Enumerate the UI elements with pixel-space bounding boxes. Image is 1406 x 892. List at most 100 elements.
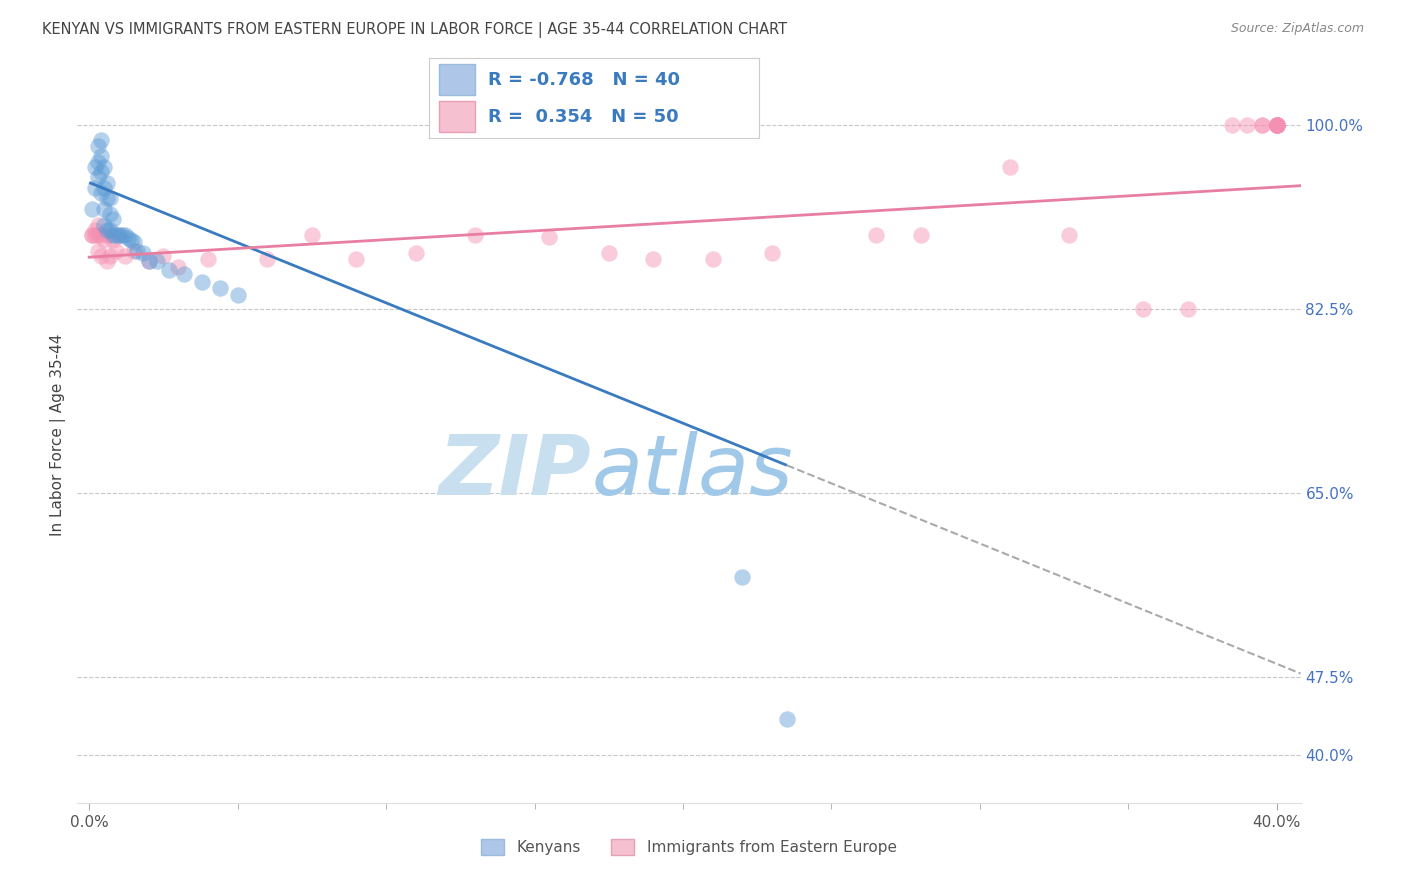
Point — [731, 570, 754, 584]
Point — [90, 228, 112, 243]
Point — [761, 246, 783, 260]
Point — [1265, 118, 1288, 132]
Point — [93, 181, 115, 195]
Point — [1177, 301, 1199, 316]
Point — [598, 246, 620, 260]
Point — [90, 165, 112, 179]
Text: Source: ZipAtlas.com: Source: ZipAtlas.com — [1230, 22, 1364, 36]
Point — [1236, 118, 1258, 132]
Point — [101, 233, 124, 247]
Point — [538, 230, 561, 244]
Point — [84, 223, 107, 237]
Point — [90, 186, 112, 200]
Point — [1265, 118, 1288, 132]
Point — [120, 233, 142, 247]
Point — [865, 228, 887, 243]
Point — [93, 233, 115, 247]
Point — [87, 138, 110, 153]
Point — [84, 181, 107, 195]
Point — [1265, 118, 1288, 132]
Point — [1265, 118, 1288, 132]
Y-axis label: In Labor Force | Age 35-44: In Labor Force | Age 35-44 — [51, 334, 66, 536]
Point — [104, 244, 127, 258]
Point — [101, 228, 124, 243]
Point — [101, 212, 124, 227]
Legend: Kenyans, Immigrants from Eastern Europe: Kenyans, Immigrants from Eastern Europe — [475, 833, 903, 862]
Point — [1132, 301, 1154, 316]
Point — [464, 228, 486, 243]
Point — [111, 228, 134, 243]
Point — [96, 228, 118, 243]
Point — [146, 254, 169, 268]
Point — [87, 228, 110, 243]
Point — [96, 254, 118, 268]
Point — [98, 223, 121, 237]
Point — [108, 228, 131, 243]
Point — [82, 202, 104, 216]
Point — [138, 254, 160, 268]
Point — [1265, 118, 1288, 132]
Point — [256, 252, 278, 267]
Bar — [439, 102, 475, 132]
Point — [1220, 118, 1243, 132]
Point — [1251, 118, 1274, 132]
Point — [114, 228, 136, 243]
Text: R =  0.354   N = 50: R = 0.354 N = 50 — [488, 108, 679, 126]
Point — [87, 154, 110, 169]
Point — [1265, 118, 1288, 132]
Point — [93, 218, 115, 232]
Point — [93, 160, 115, 174]
Point — [98, 228, 121, 243]
Point — [108, 228, 131, 243]
Point — [1057, 228, 1080, 243]
Point — [122, 244, 145, 258]
Point — [405, 246, 427, 260]
Text: KENYAN VS IMMIGRANTS FROM EASTERN EUROPE IN LABOR FORCE | AGE 35-44 CORRELATION : KENYAN VS IMMIGRANTS FROM EASTERN EUROPE… — [42, 22, 787, 38]
Point — [87, 218, 110, 232]
Point — [87, 170, 110, 185]
Point — [82, 228, 104, 243]
Point — [167, 260, 190, 274]
Point — [98, 191, 121, 205]
Point — [84, 228, 107, 243]
Point — [643, 252, 665, 267]
Text: ZIP: ZIP — [439, 431, 591, 512]
Point — [301, 228, 323, 243]
Point — [131, 246, 153, 260]
Text: R = -0.768   N = 40: R = -0.768 N = 40 — [488, 70, 681, 88]
Point — [87, 244, 110, 258]
Point — [197, 252, 219, 267]
Point — [344, 252, 367, 267]
Point — [90, 149, 112, 163]
Point — [98, 249, 121, 263]
Text: atlas: atlas — [591, 431, 793, 512]
Point — [117, 231, 139, 245]
Point — [96, 191, 118, 205]
Point — [910, 228, 932, 243]
Point — [98, 207, 121, 221]
Point — [1251, 118, 1274, 132]
Point — [90, 133, 112, 147]
Point — [122, 235, 145, 250]
Point — [208, 280, 231, 294]
Point — [138, 254, 160, 268]
Point — [998, 160, 1021, 174]
Bar — [439, 64, 475, 95]
Point — [702, 252, 724, 267]
Point — [90, 249, 112, 263]
Point — [114, 249, 136, 263]
Point — [776, 712, 799, 726]
Point — [96, 223, 118, 237]
Point — [84, 160, 107, 174]
Point — [157, 262, 180, 277]
Point — [125, 244, 148, 258]
Point — [96, 176, 118, 190]
Point — [173, 267, 195, 281]
Point — [1265, 118, 1288, 132]
Point — [191, 276, 214, 290]
Point — [152, 249, 174, 263]
Point — [104, 228, 127, 243]
Point — [93, 202, 115, 216]
Point — [82, 228, 104, 243]
Point — [226, 288, 249, 302]
